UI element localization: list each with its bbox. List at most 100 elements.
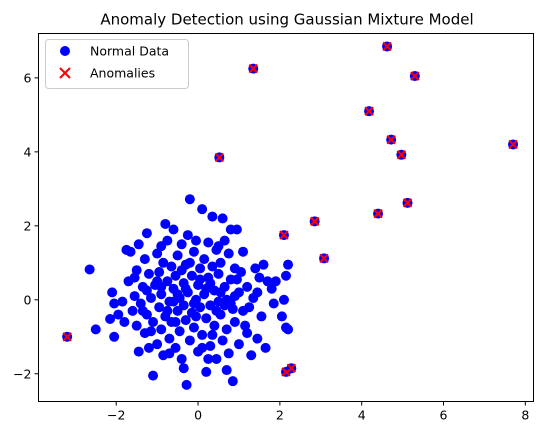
normal-point-102 <box>223 348 234 359</box>
normal-point-44 <box>166 261 177 272</box>
normal-point-27 <box>148 370 159 381</box>
normal-point-133 <box>283 259 294 270</box>
normal-point-14 <box>131 320 142 331</box>
normal-point-38 <box>160 218 171 229</box>
normal-point-24 <box>143 342 154 353</box>
plot-area <box>38 33 534 402</box>
normal-point-146 <box>184 257 195 268</box>
normal-point-140 <box>152 276 163 287</box>
normal-point-61 <box>182 230 193 241</box>
x-tick-label--2: −2 <box>107 408 125 423</box>
anomaly-point-13 <box>402 198 413 208</box>
normal-point-154 <box>221 365 232 376</box>
normal-point-101 <box>223 248 234 259</box>
normal-point-141 <box>170 316 181 327</box>
legend-marker-anomaly <box>59 67 71 79</box>
anomaly-point-8 <box>364 106 374 116</box>
y-tick-label-2: 2 <box>24 218 32 233</box>
anomaly-points <box>62 41 519 377</box>
normal-point-76 <box>197 329 208 340</box>
normal-point-74 <box>195 263 206 274</box>
normal-point-96 <box>217 335 228 346</box>
normal-point-108 <box>229 316 240 327</box>
normal-point-17 <box>133 346 144 357</box>
normal-point-54 <box>176 239 187 250</box>
normal-point-121 <box>254 272 265 283</box>
normal-point-7 <box>117 296 128 307</box>
legend-label-anomaly: Anomalies <box>90 66 155 81</box>
anomaly-point-0 <box>62 332 72 342</box>
normal-point-124 <box>260 342 271 353</box>
anomaly-point-2 <box>248 63 258 74</box>
normal-point-106 <box>227 376 238 387</box>
normal-point-156 <box>252 287 263 298</box>
x-tick-label-6: 6 <box>440 408 448 423</box>
normal-data-points <box>84 194 294 390</box>
normal-point-11 <box>125 246 136 257</box>
normal-point-88 <box>209 320 220 331</box>
normal-point-153 <box>156 241 167 252</box>
normal-point-90 <box>211 353 222 364</box>
normal-point-34 <box>156 324 167 335</box>
normal-point-145 <box>137 305 148 316</box>
normal-point-8 <box>119 316 130 327</box>
normal-point-64 <box>184 335 195 346</box>
normal-point-12 <box>127 305 138 316</box>
normal-point-139 <box>215 287 226 298</box>
normal-point-109 <box>231 224 242 235</box>
normal-point-78 <box>199 254 210 265</box>
legend-box <box>45 39 189 89</box>
anomaly-point-9 <box>373 208 383 219</box>
normal-point-2 <box>105 314 116 325</box>
normal-point-147 <box>213 241 224 252</box>
normal-point-165 <box>188 298 199 309</box>
normal-point-160 <box>176 265 187 276</box>
anomaly-point-1 <box>214 152 225 163</box>
y-axis: −2 0 2 4 6 <box>13 70 39 381</box>
normal-point-123 <box>258 259 269 270</box>
x-tick-label-2: 2 <box>276 408 284 423</box>
normal-point-51 <box>172 250 183 261</box>
normal-point-157 <box>262 276 273 287</box>
normal-point-63 <box>184 194 195 205</box>
normal-point-167 <box>172 289 183 300</box>
normal-point-94 <box>215 257 226 268</box>
normal-point-28 <box>148 316 159 327</box>
normal-point-149 <box>164 348 175 359</box>
legend-label-normal: Normal Data <box>90 44 169 59</box>
normal-point-0 <box>84 264 95 275</box>
normal-point-84 <box>205 341 216 352</box>
normal-point-99 <box>221 324 232 335</box>
anomaly-point-7 <box>319 253 329 264</box>
normal-point-132 <box>283 324 294 335</box>
normal-point-25 <box>143 268 154 279</box>
normal-point-16 <box>133 239 144 250</box>
normal-point-137 <box>195 274 206 285</box>
normal-point-111 <box>233 339 244 350</box>
normal-point-31 <box>152 248 163 259</box>
normal-point-142 <box>191 311 201 322</box>
normal-point-26 <box>146 292 156 303</box>
normal-point-168 <box>229 291 240 302</box>
normal-point-59 <box>180 315 191 326</box>
normal-point-95 <box>217 213 228 224</box>
normal-point-32 <box>154 302 165 313</box>
normal-point-79 <box>201 313 212 324</box>
normal-point-4 <box>109 298 120 309</box>
normal-point-122 <box>256 311 267 322</box>
y-tick-label-4: 4 <box>24 144 32 159</box>
normal-point-143 <box>211 305 222 316</box>
normal-point-37 <box>158 257 169 268</box>
normal-point-113 <box>238 246 249 257</box>
anomaly-point-6 <box>309 216 320 227</box>
plot-frame <box>38 33 534 402</box>
normal-point-159 <box>197 342 208 353</box>
normal-point-6 <box>113 309 124 320</box>
y-tick-label-0: 0 <box>24 292 32 307</box>
normal-point-60 <box>181 379 192 390</box>
normal-point-46 <box>168 224 179 235</box>
normal-point-57 <box>178 300 189 311</box>
normal-point-130 <box>278 294 289 305</box>
normal-point-152 <box>129 272 140 283</box>
anomaly-point-12 <box>396 150 407 160</box>
